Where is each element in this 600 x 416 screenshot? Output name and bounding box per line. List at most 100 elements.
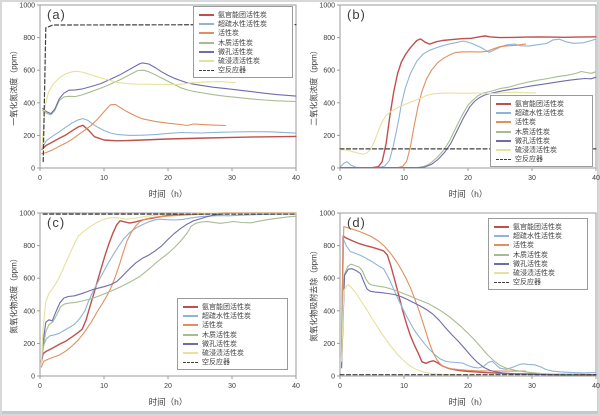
legend-label: 空反应器: [515, 156, 543, 164]
legend-entry-superhydrophobic-ac: 超疏水性活性炭: [199, 19, 288, 28]
legend-entry-activated-carbon: 活性炭: [494, 241, 583, 250]
legend-entry-empty-reactor: 空反应器: [496, 155, 588, 164]
x-tick-label: 40: [292, 175, 300, 182]
y-tick-label: 200: [323, 341, 335, 348]
panel-label-c: (c): [47, 215, 66, 230]
series-line-superhydrophobic-ac: [341, 238, 597, 374]
panel-label-a: (a): [47, 7, 66, 22]
legend-swatch-superhydrophobic-ac: [496, 111, 511, 114]
y-tick-label: 200: [323, 133, 335, 140]
y-tick-label: 0: [31, 374, 35, 381]
y-tick-label: 600: [323, 68, 335, 75]
x-tick-label: 30: [228, 175, 236, 182]
legend-label: 超疏水性活性炭: [218, 20, 267, 28]
x-tick-label: 40: [592, 383, 600, 390]
legend-swatch-activated-carbon: [183, 324, 198, 327]
legend-label: 氨官能团活性炭: [515, 100, 564, 108]
series-line-empty-reactor: [42, 24, 297, 163]
legend-c: 氨官能团活性炭 超疏水性活性炭 活性炭 木质活性炭 微孔活性炭 硫浸渍活性炭 空反应器: [177, 298, 288, 371]
y-tick-label: 1000: [319, 211, 335, 218]
y-tick-label: 400: [23, 308, 35, 315]
panel-label-d: (d): [347, 215, 366, 230]
legend-label: 微孔活性炭: [515, 137, 550, 145]
legend-label: 超疏水性活性炭: [513, 232, 562, 240]
x-tick-label: 10: [400, 383, 408, 390]
legend-label: 硫浸渍活性炭: [513, 270, 555, 278]
legend-entry-amine-functionalized-ac: 氨官能团活性炭: [494, 222, 583, 231]
legend-swatch-empty-reactor: [496, 158, 511, 160]
y-axis-label-a: 一氧化氮浓度（ppm）: [9, 46, 19, 126]
y-tick-label: 600: [23, 68, 35, 75]
legend-label: 木质活性炭: [515, 128, 550, 136]
x-axis-label-b: 时间（h）: [448, 189, 488, 199]
legend-label: 氨官能团活性炭: [202, 303, 251, 311]
legend-entry-superhydrophobic-ac: 超疏水性活性炭: [496, 108, 588, 117]
series-line-amine-functionalized-ac: [339, 35, 597, 169]
legend-label: 空反应器: [218, 67, 246, 75]
x-tick-label: 0: [38, 175, 42, 182]
legend-entry-superhydrophobic-ac: 超疏水性活性炭: [494, 231, 583, 240]
legend-swatch-amine-functionalized-ac: [496, 102, 511, 105]
legend-entry-empty-reactor: 空反应器: [494, 278, 583, 287]
y-tick-label: 800: [323, 35, 335, 42]
legend-entry-amine-functionalized-ac: 氨官能团活性炭: [183, 302, 283, 311]
legend-swatch-sulfur-impregnated-ac: [496, 149, 511, 152]
legend-swatch-wood-based-ac: [496, 130, 511, 133]
legend-swatch-amine-functionalized-ac: [199, 13, 214, 16]
legend-swatch-sulfur-impregnated-ac: [494, 272, 509, 275]
y-axis-label-d: 氮氧化物吸附去除（ppm）: [309, 246, 319, 342]
legend-entry-empty-reactor: 空反应器: [183, 358, 283, 367]
legend-swatch-wood-based-ac: [494, 253, 509, 256]
legend-entry-superhydrophobic-ac: 超疏水性活性炭: [183, 311, 283, 320]
legend-swatch-microporous-ac: [496, 139, 511, 142]
legend-swatch-microporous-ac: [183, 342, 198, 345]
x-tick-label: 20: [464, 383, 472, 390]
legend-swatch-empty-reactor: [199, 69, 214, 71]
y-tick-label: 800: [23, 35, 35, 42]
x-axis-label-c: 时间（h）: [148, 397, 188, 407]
legend-entry-microporous-ac: 微孔活性炭: [494, 259, 583, 268]
panel-c: 0 200 400 600 800 1000 0 10 20 30 40 (c) 氮氧化物浓度（pp…: [0, 208, 300, 416]
legend-entry-activated-carbon: 活性炭: [199, 29, 288, 38]
x-tick-label: 20: [164, 175, 172, 182]
series-line-sulfur-impregnated-ac: [339, 91, 537, 155]
series-line-wood-based-ac: [42, 69, 297, 116]
panel-b: 0 200 400 600 800 1000 0 10 20 30 40 (b) 二氧化氮浓度（pp…: [300, 0, 600, 208]
legend-label: 硫浸渍活性炭: [218, 58, 260, 66]
y-tick-label: 800: [23, 243, 35, 250]
x-tick-label: 40: [292, 383, 300, 390]
x-tick-label: 10: [100, 175, 108, 182]
x-tick-label: 20: [164, 383, 172, 390]
legend-swatch-wood-based-ac: [183, 333, 198, 336]
y-tick-label: 1000: [19, 211, 35, 218]
legend-entry-microporous-ac: 微孔活性炭: [199, 47, 288, 56]
legend-entry-microporous-ac: 微孔活性炭: [183, 339, 283, 348]
series-line-microporous-ac: [42, 212, 297, 347]
legend-label: 超疏水性活性炭: [202, 312, 251, 320]
legend-entry-sulfur-impregnated-ac: 硫浸渍活性炭: [494, 268, 583, 277]
legend-entry-amine-functionalized-ac: 氨官能团活性炭: [496, 99, 588, 108]
y-axis-label-b: 二氧化氮浓度（ppm）: [309, 46, 319, 126]
y-tick-label: 0: [331, 374, 335, 381]
x-tick-label: 30: [228, 383, 236, 390]
x-tick-label: 10: [400, 175, 408, 182]
y-tick-label: 400: [323, 308, 335, 315]
panel-d: 0 200 400 600 800 1000 0 10 20 30 40 (d) 氮氧化物吸附去除（…: [300, 208, 600, 416]
y-tick-label: 1000: [19, 3, 35, 10]
y-tick-label: 800: [323, 243, 335, 250]
legend-label: 微孔活性炭: [202, 340, 237, 348]
legend-entry-amine-functionalized-ac: 氨官能团活性炭: [199, 10, 288, 19]
legend-swatch-activated-carbon: [496, 121, 511, 124]
legend-swatch-sulfur-impregnated-ac: [199, 60, 214, 63]
legend-label: 超疏水性活性炭: [515, 109, 564, 117]
y-tick-label: 200: [23, 341, 35, 348]
legend-label: 木质活性炭: [202, 331, 237, 339]
legend-swatch-sulfur-impregnated-ac: [183, 352, 198, 355]
legend-swatch-superhydrophobic-ac: [494, 234, 509, 237]
y-tick-label: 0: [31, 166, 35, 173]
legend-entry-sulfur-impregnated-ac: 硫浸渍活性炭: [183, 348, 283, 357]
legend-entry-microporous-ac: 微孔活性炭: [496, 136, 588, 145]
legend-entry-activated-carbon: 活性炭: [183, 321, 283, 330]
y-axis-label-c: 氮氧化物浓度（ppm）: [9, 254, 19, 334]
